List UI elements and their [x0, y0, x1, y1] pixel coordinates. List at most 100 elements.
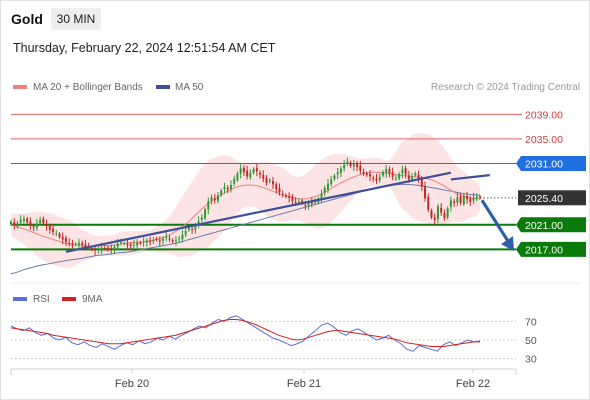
- candle-body: [259, 172, 262, 175]
- candle-body: [217, 195, 220, 201]
- candle-body: [81, 243, 84, 246]
- candle-body: [365, 173, 368, 176]
- candle-body: [194, 225, 197, 230]
- candle-body: [284, 195, 287, 197]
- candle-body: [385, 168, 388, 174]
- candle-body: [200, 217, 203, 220]
- candle-body: [155, 238, 158, 240]
- candle-body: [29, 221, 32, 225]
- candle-body: [475, 196, 478, 199]
- candle-body: [249, 172, 252, 178]
- support-level-tag: [516, 217, 586, 233]
- candle-body: [226, 187, 229, 190]
- candle-body: [424, 186, 427, 199]
- candle-body: [113, 246, 116, 250]
- candle-body: [401, 169, 404, 174]
- candle-body: [116, 243, 119, 247]
- candle-body: [174, 240, 177, 242]
- candle-body: [220, 190, 223, 195]
- ma20-legend-label: MA 20 + Bollinger Bands: [33, 82, 143, 93]
- candle-body: [197, 221, 200, 225]
- ma50-legend-swatch: [156, 85, 170, 89]
- candle-body: [362, 171, 365, 174]
- candle-body: [22, 218, 25, 221]
- candle-body: [291, 196, 294, 201]
- candle-body: [469, 198, 472, 203]
- candle-body: [45, 223, 48, 227]
- candle-body: [26, 218, 29, 223]
- research-credit: Research © 2024 Trading Central: [431, 82, 580, 93]
- x-tick-label: Feb 22: [456, 378, 490, 390]
- support-level-label: 2017.00: [525, 244, 563, 256]
- candle-body: [378, 176, 381, 181]
- rsi-ma-line: [10, 318, 480, 348]
- candle-body: [152, 240, 155, 242]
- rising-trendline: [65, 171, 452, 253]
- projection-arrow-shaft: [480, 199, 510, 242]
- candle-body: [346, 161, 349, 164]
- candle-body: [107, 247, 110, 250]
- candle-body: [55, 233, 58, 235]
- candle-body: [71, 243, 74, 246]
- candle-body: [443, 213, 446, 219]
- candle-body: [268, 180, 271, 182]
- candle-body: [165, 237, 168, 239]
- candle-body: [394, 178, 397, 180]
- candle-body: [52, 228, 55, 233]
- candle-body: [35, 223, 38, 228]
- candle-body: [398, 173, 401, 179]
- candle-body: [323, 188, 326, 193]
- candle-body: [94, 249, 97, 251]
- candle-body: [223, 186, 226, 189]
- candle-body: [191, 228, 194, 230]
- rsi-tick-label: 50: [525, 335, 537, 347]
- symbol-title: Gold: [11, 11, 43, 27]
- rsi-ma-legend-label: 9MA: [82, 294, 103, 305]
- candle-body: [171, 240, 174, 242]
- resistance-level-label: 2039.00: [525, 109, 563, 121]
- rsi-tick-label: 30: [525, 354, 537, 366]
- candle-body: [139, 242, 142, 244]
- timeframe-button[interactable]: 30 MIN: [51, 8, 101, 30]
- candle-body: [42, 218, 45, 223]
- candle-body: [449, 200, 452, 207]
- x-tick-label: Feb 21: [287, 378, 321, 390]
- candle-body: [246, 170, 249, 177]
- candle-body: [97, 249, 100, 251]
- candle-body: [333, 175, 336, 179]
- current-price-tag: [518, 190, 586, 206]
- candle-body: [330, 179, 333, 185]
- candle-body: [369, 174, 372, 177]
- candle-body: [136, 242, 139, 246]
- candle-body: [181, 234, 184, 240]
- price-chart: 2039.00 2035.00 2031.00 2025.40 2021.00 2017.…: [9, 109, 586, 275]
- candle-body: [343, 164, 346, 169]
- candle-body: [61, 236, 64, 240]
- candle-body: [142, 241, 145, 243]
- candle-body: [32, 226, 35, 228]
- candle-body: [204, 209, 207, 219]
- candle-body: [119, 241, 122, 243]
- candle-body: [242, 167, 245, 173]
- candle-body: [132, 244, 135, 246]
- candle-body: [478, 196, 482, 198]
- rsi-legend-label: RSI: [33, 294, 50, 305]
- candle-body: [16, 223, 19, 225]
- datetime-label: Thursday, February 22, 2024 12:51:54 AM …: [13, 41, 276, 55]
- candle-body: [275, 184, 278, 190]
- candle-body: [472, 197, 475, 201]
- candle-body: [110, 248, 113, 250]
- candle-body: [326, 183, 329, 190]
- ma50-line: [10, 183, 481, 275]
- candle-body: [48, 226, 51, 230]
- candle-body: [381, 172, 384, 176]
- candle-body: [236, 173, 239, 181]
- candle-body: [187, 227, 190, 230]
- candle-body: [404, 168, 407, 175]
- candle-body: [307, 202, 310, 206]
- candle-body: [68, 242, 71, 244]
- candle-body: [314, 201, 317, 203]
- x-tick-label: Feb 20: [115, 378, 149, 390]
- rsi-ma-legend-swatch: [62, 297, 76, 301]
